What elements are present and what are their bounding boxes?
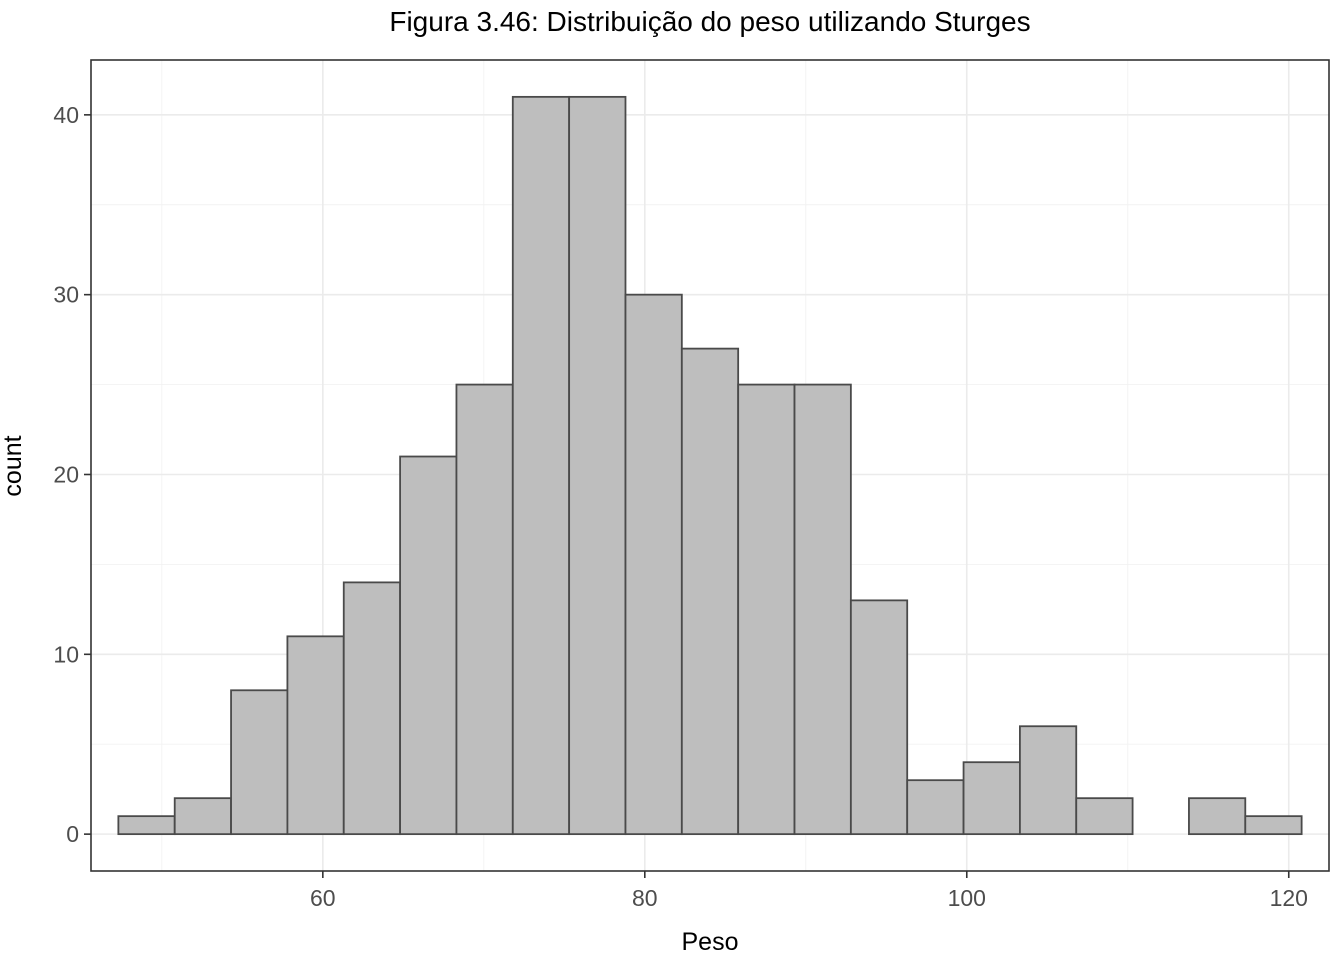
- histogram-bar-17: [1075, 797, 1134, 836]
- histogram-bar-1: [173, 797, 232, 836]
- histogram-bar-0: [117, 815, 176, 836]
- y-tick-label-4: 40: [53, 102, 79, 128]
- y-tick-label-0: 0: [66, 821, 79, 847]
- y-axis-title: count: [0, 435, 27, 496]
- x-tick-label-1: 80: [632, 885, 658, 911]
- histogram-bar-14: [906, 779, 965, 836]
- chart-title: Figura 3.46: Distribuição do peso utiliz…: [389, 6, 1030, 37]
- histogram-bar-13: [849, 599, 909, 836]
- x-axis-ticks: 60 80 100 120: [310, 871, 1308, 911]
- histogram-bar-8: [568, 95, 627, 836]
- histogram-bar-20: [1244, 815, 1303, 836]
- histogram-bars: [117, 95, 1303, 836]
- histogram-bar-4: [342, 581, 401, 836]
- y-tick-label-2: 20: [53, 461, 79, 487]
- x-tick-label-3: 120: [1270, 885, 1308, 911]
- histogram-bar-15: [962, 761, 1021, 836]
- histogram-bar-3: [286, 635, 345, 836]
- histogram-bar-10: [680, 347, 740, 836]
- histogram-bar-11: [737, 383, 796, 836]
- y-tick-label-1: 10: [53, 641, 79, 667]
- histogram-bar-6: [455, 383, 514, 836]
- y-tick-label-3: 30: [53, 282, 79, 308]
- histogram-bar-9: [624, 293, 683, 836]
- y-axis-ticks: 0 10 20 30 40: [53, 102, 91, 847]
- histogram-bar-12: [793, 383, 852, 836]
- histogram-bar-7: [511, 95, 571, 836]
- x-tick-label-0: 60: [310, 885, 336, 911]
- x-axis-title: Peso: [682, 928, 739, 956]
- histogram-bar-2: [230, 689, 289, 836]
- histogram-bar-19: [1188, 797, 1247, 836]
- histogram-bar-5: [399, 455, 458, 836]
- x-tick-label-2: 100: [948, 885, 986, 911]
- plot-panel-border: [90, 59, 1330, 872]
- histogram-bar-16: [1019, 725, 1078, 836]
